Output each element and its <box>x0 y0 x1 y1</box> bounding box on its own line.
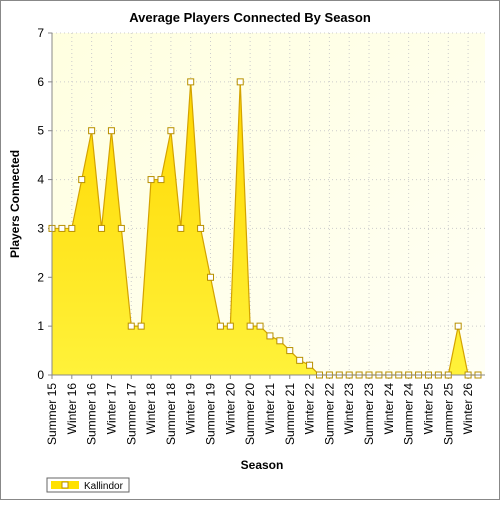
marker <box>137 322 145 330</box>
x-tick-label: Summer 20 <box>243 383 257 445</box>
y-tick-label: 1 <box>37 319 44 333</box>
x-tick-label: Winter 24 <box>382 383 396 435</box>
marker <box>207 273 215 281</box>
y-axis-label: Players Connected <box>8 150 22 258</box>
x-tick-label: Winter 17 <box>104 383 118 435</box>
marker <box>117 224 125 232</box>
marker <box>107 127 115 135</box>
y-tick-label: 0 <box>37 368 44 382</box>
marker <box>216 322 224 330</box>
marker <box>266 332 274 340</box>
x-tick-label: Summer 21 <box>283 383 297 445</box>
area <box>52 81 478 375</box>
y-tick-label: 6 <box>37 75 44 89</box>
marker <box>246 322 254 330</box>
legend-label: Kallindor <box>84 481 124 492</box>
x-tick-label: Summer 25 <box>441 383 455 445</box>
legend: Kallindor <box>46 477 130 493</box>
y-tick-label: 3 <box>37 221 44 235</box>
marker <box>177 224 185 232</box>
marker <box>147 176 155 184</box>
legend-marker <box>61 481 69 489</box>
x-tick-label: Summer 17 <box>124 383 138 445</box>
y-tick-label: 4 <box>37 173 44 187</box>
marker <box>157 176 165 184</box>
chart-title: Average Players Connected By Season <box>129 10 371 25</box>
marker <box>98 224 106 232</box>
x-tick-label: Winter 21 <box>263 383 277 435</box>
marker <box>58 224 66 232</box>
marker <box>68 224 76 232</box>
y-tick-label: 2 <box>37 270 44 284</box>
marker <box>454 322 462 330</box>
x-tick-label: Winter 18 <box>144 383 158 435</box>
x-tick-label: Winter 22 <box>303 383 317 435</box>
marker <box>276 337 284 345</box>
marker <box>286 347 294 355</box>
x-tick-label: Winter 20 <box>223 383 237 435</box>
marker <box>197 224 205 232</box>
x-tick-label: Summer 15 <box>45 383 59 445</box>
x-tick-label: Summer 24 <box>402 383 416 445</box>
marker <box>236 78 244 86</box>
x-tick-label: Summer 22 <box>322 383 336 445</box>
marker <box>226 322 234 330</box>
x-tick-label: Winter 19 <box>184 383 198 435</box>
x-tick-label: Summer 16 <box>85 383 99 445</box>
y-tick-label: 5 <box>37 124 44 138</box>
x-tick-label: Winter 25 <box>421 383 435 435</box>
marker <box>187 78 195 86</box>
marker <box>167 127 175 135</box>
marker <box>296 356 304 364</box>
marker <box>127 322 135 330</box>
x-tick-label: Summer 19 <box>204 383 218 445</box>
x-tick-label: Summer 18 <box>164 383 178 445</box>
x-axis-label: Season <box>241 458 284 472</box>
x-tick-label: Summer 23 <box>362 383 376 445</box>
x-tick-label: Winter 23 <box>342 383 356 435</box>
x-tick-label: Winter 16 <box>65 383 79 435</box>
marker <box>306 361 314 369</box>
marker <box>78 176 86 184</box>
marker <box>256 322 264 330</box>
y-tick-label: 7 <box>37 26 44 40</box>
marker <box>88 127 96 135</box>
x-tick-label: Winter 26 <box>461 383 475 435</box>
